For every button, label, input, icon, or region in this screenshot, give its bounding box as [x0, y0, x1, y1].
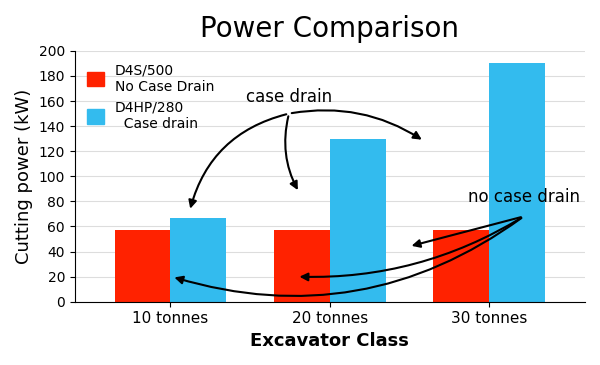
Y-axis label: Cutting power (kW): Cutting power (kW) — [15, 89, 33, 264]
Bar — [433, 230, 489, 302]
Text: case drain: case drain — [246, 88, 332, 106]
X-axis label: Excavator Class: Excavator Class — [250, 332, 409, 350]
Bar — [170, 218, 226, 302]
Title: Power Comparison: Power Comparison — [200, 15, 459, 43]
Text: no case drain: no case drain — [467, 188, 580, 206]
Bar — [115, 230, 170, 302]
Bar — [489, 64, 545, 302]
Bar — [274, 230, 330, 302]
Legend: D4S/500
No Case Drain, D4HP/280
  Case drain: D4S/500 No Case Drain, D4HP/280 Case dra… — [82, 58, 220, 136]
Bar — [330, 139, 386, 302]
